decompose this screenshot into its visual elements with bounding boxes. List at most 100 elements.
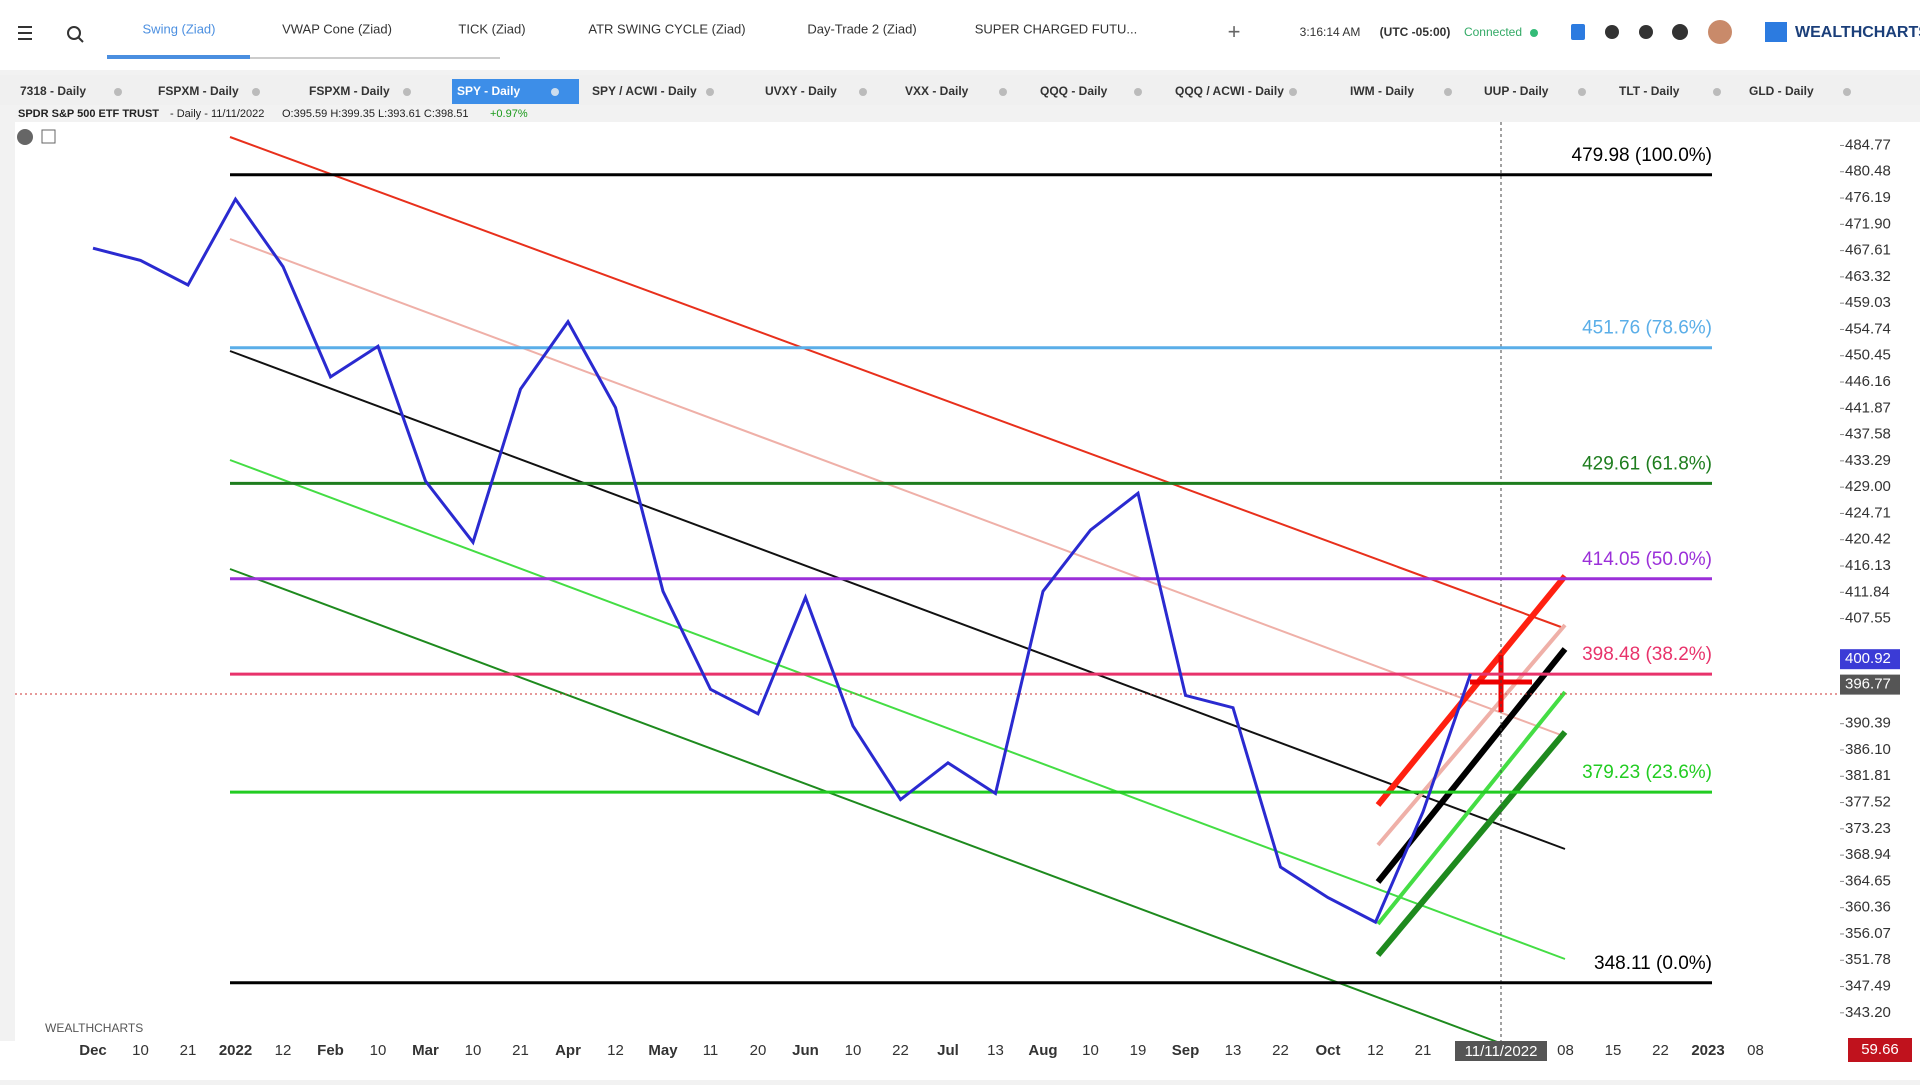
tab-close[interactable] xyxy=(859,88,867,96)
symbol-tab[interactable]: UVXY - Daily xyxy=(765,84,837,98)
price-tag-label: 400.92 xyxy=(1845,650,1891,667)
tab-close[interactable] xyxy=(1713,88,1721,96)
fib-label: 429.61 (61.8%) xyxy=(1582,453,1712,474)
y-tick-label: 407.55 xyxy=(1845,610,1891,627)
x-tick-label: 12 xyxy=(607,1042,624,1059)
y-tick-label: 351.78 xyxy=(1845,951,1891,968)
fib-label: 479.98 (100.0%) xyxy=(1572,145,1713,166)
y-tick-label: 441.87 xyxy=(1845,399,1891,416)
tab-close[interactable] xyxy=(551,88,559,96)
symbol-tab[interactable]: FSPXM - Daily xyxy=(309,84,390,98)
tab-underline xyxy=(107,55,250,59)
symbol-bar xyxy=(0,75,1920,105)
y-tick-label: 437.58 xyxy=(1845,426,1891,443)
x-tick-label: 10 xyxy=(845,1042,862,1059)
add-tab[interactable]: + xyxy=(1228,19,1241,44)
y-tick-label: 471.90 xyxy=(1845,215,1891,232)
symbol-tab[interactable]: FSPXM - Daily xyxy=(158,84,239,98)
x-tick-label: 10 xyxy=(1082,1042,1099,1059)
workspace-tab[interactable]: VWAP Cone (Ziad) xyxy=(282,21,392,36)
y-tick-label: 373.23 xyxy=(1845,820,1891,837)
x-tick-label: Oct xyxy=(1315,1042,1340,1059)
workspace-tab[interactable]: Swing (Ziad) xyxy=(143,21,216,36)
symbol-tab[interactable]: IWM - Daily xyxy=(1350,84,1414,98)
plot-area xyxy=(15,122,1840,1041)
y-tick-label: 480.48 xyxy=(1845,163,1891,180)
y-tick-label: 347.49 xyxy=(1845,978,1891,995)
workspace-tab[interactable]: Day-Trade 2 (Ziad) xyxy=(807,21,916,36)
chart-subtitle: - Daily - 11/11/2022 xyxy=(170,108,264,120)
chart-title: SPDR S&P 500 ETF TRUST xyxy=(18,108,159,120)
search-icon[interactable] xyxy=(67,26,84,43)
x-tick-label: 21 xyxy=(512,1042,529,1059)
x-tick-label: 19 xyxy=(1130,1042,1147,1059)
tab-close[interactable] xyxy=(114,88,122,96)
tab-close[interactable] xyxy=(252,88,260,96)
x-tick-label: 15 xyxy=(1605,1042,1622,1059)
x-tick-label: 20 xyxy=(750,1042,767,1059)
watermark: WEALTHCHARTS xyxy=(45,1021,143,1035)
menu-icon[interactable] xyxy=(18,26,32,40)
status-dot xyxy=(1530,29,1538,37)
y-tick-label: 459.03 xyxy=(1845,294,1891,311)
symbol-tab[interactable]: GLD - Daily xyxy=(1749,84,1814,98)
tab-close[interactable] xyxy=(1843,88,1851,96)
tab-close[interactable] xyxy=(403,88,411,96)
x-tick-label: May xyxy=(648,1042,678,1059)
x-tick-label: 10 xyxy=(370,1042,387,1059)
x-tick-label: 08 xyxy=(1747,1042,1764,1059)
symbol-tab[interactable]: QQQ - Daily xyxy=(1040,84,1108,98)
chart-tools[interactable] xyxy=(17,129,56,145)
x-tick-label: 2023 xyxy=(1691,1042,1724,1059)
x-tick-label: 10 xyxy=(465,1042,482,1059)
y-tick-label: 446.16 xyxy=(1845,373,1891,390)
workspace-tab[interactable]: SUPER CHARGED FUTU... xyxy=(975,21,1138,36)
x-tick-label: 22 xyxy=(1272,1042,1289,1059)
price-line xyxy=(92,196,1472,925)
y-tick-label: 360.36 xyxy=(1845,899,1891,916)
x-tick-label: 2022 xyxy=(219,1042,252,1059)
tab-close[interactable] xyxy=(1578,88,1586,96)
symbol-tab[interactable]: TLT - Daily xyxy=(1619,84,1680,98)
tab-close[interactable] xyxy=(999,88,1007,96)
symbol-tab[interactable]: VXX - Daily xyxy=(905,84,969,98)
x-tick-label: 22 xyxy=(892,1042,909,1059)
x-tick-label: 12 xyxy=(275,1042,292,1059)
x-axis-area xyxy=(0,1041,1920,1080)
right-icons[interactable] xyxy=(1571,20,1787,44)
tab-close[interactable] xyxy=(706,88,714,96)
x-tick-label: 11 xyxy=(703,1042,719,1059)
workspace-tab[interactable]: ATR SWING CYCLE (Ziad) xyxy=(588,21,745,36)
x-tick-label: 21 xyxy=(180,1042,197,1059)
x-tick-label: Jun xyxy=(792,1042,819,1059)
tab-close[interactable] xyxy=(1134,88,1142,96)
y-tick-label: 476.19 xyxy=(1845,189,1891,206)
x-tick-label: 08 xyxy=(1557,1042,1574,1059)
y-tick-label: 343.20 xyxy=(1845,1004,1891,1021)
symbol-tab[interactable]: SPY - Daily xyxy=(457,84,520,98)
y-tick-label: 463.32 xyxy=(1845,268,1891,285)
tab-close[interactable] xyxy=(1289,88,1297,96)
x-tick-label: Mar xyxy=(412,1042,439,1059)
symbol-tab[interactable]: 7318 - Daily xyxy=(20,84,86,98)
tab-close[interactable] xyxy=(1444,88,1452,96)
symbol-tab[interactable]: UUP - Daily xyxy=(1484,84,1549,98)
price-tag xyxy=(1840,674,1900,695)
y-tick-label: 368.94 xyxy=(1845,846,1891,863)
symbol-tab[interactable]: QQQ / ACWI - Daily xyxy=(1175,84,1284,98)
y-tick-label: 364.65 xyxy=(1845,872,1891,889)
fib-label: 379.23 (23.6%) xyxy=(1582,762,1712,783)
symbol-tab[interactable]: SPY / ACWI - Daily xyxy=(592,84,697,98)
x-tick-label: Apr xyxy=(555,1042,581,1059)
indicator-tag xyxy=(1848,1038,1912,1062)
y-tick-label: 416.13 xyxy=(1845,557,1891,574)
trendlines xyxy=(15,122,1840,1044)
x-tick-label: 13 xyxy=(1225,1042,1242,1059)
y-tick-label: 356.07 xyxy=(1845,925,1891,942)
x-tick-label: Jul xyxy=(937,1042,959,1059)
x-tick-label: 21 xyxy=(1415,1042,1432,1059)
fib-label: 348.11 (0.0%) xyxy=(1594,953,1712,974)
y-tick-label: 424.71 xyxy=(1845,504,1891,521)
workspace-tab[interactable]: TICK (Ziad) xyxy=(458,21,525,36)
